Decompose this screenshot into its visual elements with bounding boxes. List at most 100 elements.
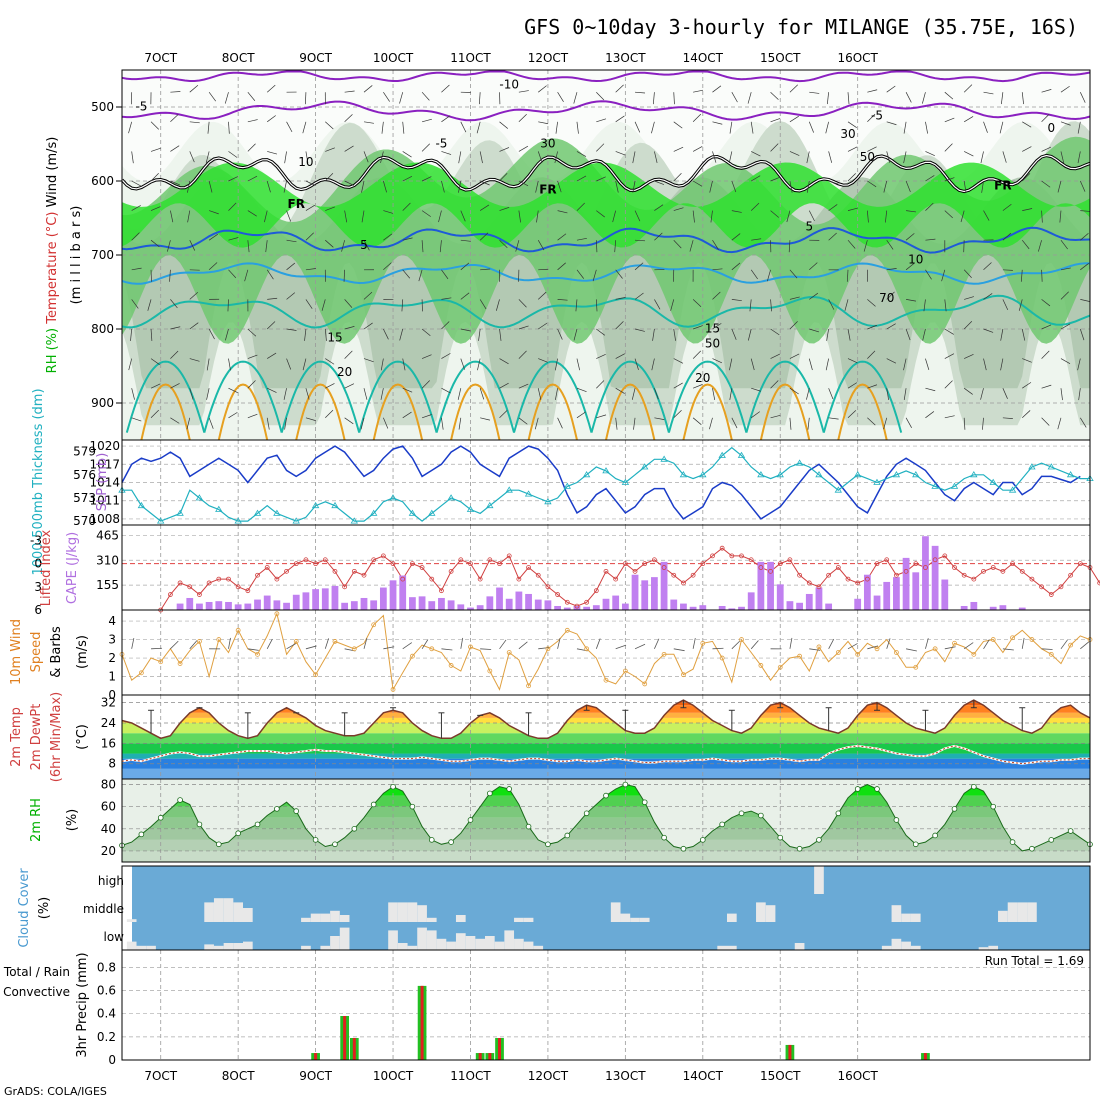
thickness-marker xyxy=(428,509,436,516)
wind-barb xyxy=(363,121,374,124)
temp-label-4: (°C) xyxy=(75,724,90,750)
wind-barb xyxy=(847,328,851,341)
cloud-low-bar xyxy=(320,945,331,950)
contour-label: 50 xyxy=(860,150,875,164)
wind-barb xyxy=(573,328,578,341)
li-marker xyxy=(216,576,222,582)
wind-barb xyxy=(596,210,605,218)
thickness-marker xyxy=(292,517,300,524)
wind-barb xyxy=(264,210,268,223)
wind-barb xyxy=(789,417,792,430)
wind-barb-10m xyxy=(673,648,685,652)
cloud-middle-bar xyxy=(339,915,350,922)
wind-speed-marker xyxy=(661,651,667,657)
li-marker xyxy=(458,557,464,563)
li-marker xyxy=(419,565,425,570)
wind-barb xyxy=(692,384,703,389)
wind-speed-marker xyxy=(990,637,996,642)
wind-barb xyxy=(576,411,586,419)
wind-barb xyxy=(615,84,624,93)
wind-barb xyxy=(305,204,316,211)
wind-barb xyxy=(150,239,160,248)
wind-barb xyxy=(128,358,133,371)
wind-barb xyxy=(1041,113,1050,123)
wind-barb xyxy=(305,299,313,309)
wind-barb xyxy=(344,90,355,93)
li-marker xyxy=(245,588,251,594)
wind-barb xyxy=(731,299,742,302)
wind-speed-marker xyxy=(758,663,764,668)
temp-contour-25 xyxy=(605,383,656,441)
wind-barb xyxy=(633,417,636,430)
wind-barb xyxy=(267,352,277,359)
wind-barb xyxy=(981,180,984,193)
wind-barb xyxy=(479,92,481,105)
cape-bar xyxy=(215,601,223,610)
precip-conv-label: Convective xyxy=(3,985,70,999)
wind-barb xyxy=(847,173,856,182)
wind-barb xyxy=(208,417,214,429)
wind-barb xyxy=(170,350,179,359)
wind-barb xyxy=(905,417,912,428)
li-marker xyxy=(864,576,870,582)
wind-barb xyxy=(187,180,191,193)
wind-barb xyxy=(925,121,928,134)
rh-marker xyxy=(971,783,977,790)
wind-speed-marker xyxy=(913,664,919,670)
wind-barb xyxy=(573,92,578,104)
wind-barb xyxy=(325,121,334,130)
cape-bar xyxy=(786,601,794,610)
wind-barb xyxy=(980,388,984,400)
wind-barb xyxy=(770,210,779,218)
rh-marker xyxy=(254,821,261,828)
li-marker xyxy=(613,576,619,582)
wind-barb xyxy=(886,268,897,271)
thickness-tick-label: 570 xyxy=(73,514,96,528)
rh-marker xyxy=(409,803,416,810)
wind-barb xyxy=(1002,151,1007,163)
cloud-middle-bar xyxy=(639,917,650,922)
wind-barb xyxy=(421,414,432,419)
wind-barb xyxy=(944,117,955,123)
contour-label: 70 xyxy=(879,291,894,305)
cloud-low-bar xyxy=(465,936,476,950)
wind-speed-marker xyxy=(816,644,822,650)
top-tick-label-16OCT: 16OCT xyxy=(837,51,878,65)
cape-bar xyxy=(196,603,203,610)
contour-label: -5 xyxy=(435,137,447,151)
wind-barb xyxy=(632,180,636,193)
cape-bar xyxy=(534,599,542,610)
thickness-marker xyxy=(389,494,397,501)
wind-barb xyxy=(380,151,384,163)
li-marker xyxy=(903,568,909,574)
li-marker xyxy=(342,584,348,590)
precip-total-label: Total / Rain xyxy=(3,965,70,979)
cloud-middle-bar xyxy=(765,905,776,922)
cloud-low-bar xyxy=(330,936,340,950)
li-marker xyxy=(1068,572,1074,578)
thickness-marker xyxy=(931,482,939,489)
wind-barb xyxy=(654,180,665,185)
wind-barb xyxy=(1038,240,1042,252)
cloud-low-bar xyxy=(485,936,495,950)
wind-barb xyxy=(786,210,791,223)
thickness-marker xyxy=(737,451,746,458)
wind-barb xyxy=(170,91,181,93)
contour-label: -5 xyxy=(871,108,883,122)
freezing-level-contour-inner xyxy=(121,154,1091,193)
wind-barb xyxy=(886,291,895,300)
wind-speed-marker xyxy=(255,651,260,657)
temp-contour-25 xyxy=(217,383,269,441)
cape-bar xyxy=(186,597,194,610)
wind-barb xyxy=(499,173,508,182)
top-tick-label-13OCT: 13OCT xyxy=(605,51,646,65)
cloud-low-bar xyxy=(446,941,456,950)
li-marker xyxy=(1010,561,1015,567)
wind-barb-10m xyxy=(595,638,601,649)
wind-barb xyxy=(575,299,578,312)
li-marker xyxy=(332,568,338,574)
wind-speed-marker xyxy=(603,677,609,683)
wind-barb xyxy=(903,388,907,401)
wind-barb xyxy=(557,328,563,340)
wind-barb xyxy=(905,328,911,341)
